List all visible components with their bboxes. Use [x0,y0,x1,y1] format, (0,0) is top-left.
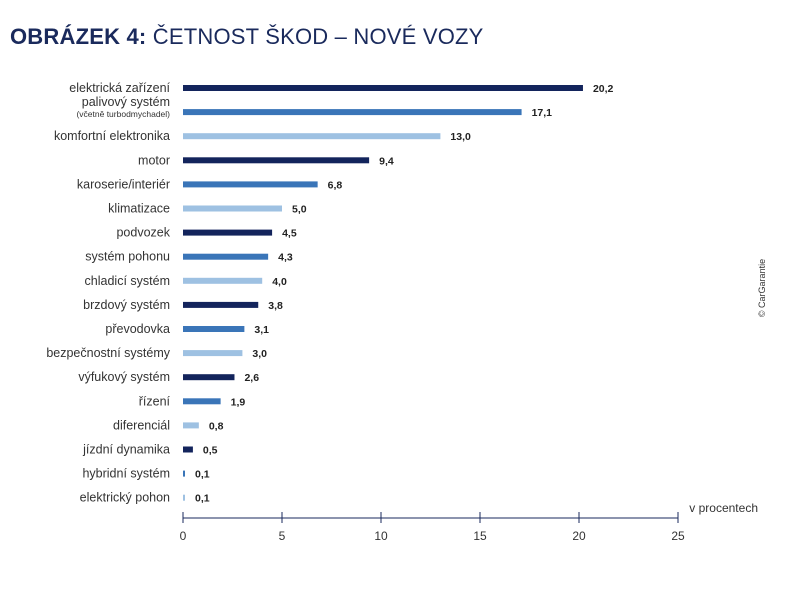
bar [183,446,193,453]
bar [183,326,245,332]
value-label: 0,8 [209,420,224,432]
category-label: motor [138,153,170,167]
x-tick-label: 0 [180,529,187,543]
category-label: chladicí systém [85,274,170,288]
bar [183,85,583,91]
value-label: 0,1 [195,469,210,481]
copyright-credit: © CarGarantie [757,258,767,318]
bar [183,398,221,405]
category-label: systém pohonu [85,250,170,264]
value-label: 17,1 [532,107,553,119]
category-label: jízdní dynamika [82,443,170,457]
value-label: 4,5 [282,228,297,240]
category-label: převodovka [105,322,170,336]
category-label: výfukový systém [78,370,170,384]
bar [183,422,199,429]
value-label: 13,0 [450,131,471,143]
x-tick-label: 10 [374,529,388,543]
value-label: 4,0 [272,276,287,288]
value-label: 3,8 [268,300,283,312]
category-label: elektrická zařízení [69,81,170,95]
chart-title: OBRÁZEK 4: ČETNOST ŠKOD – NOVÉ VOZY [10,24,484,50]
value-label: 6,8 [328,179,343,191]
category-label: brzdový systém [83,298,170,312]
category-label: řízení [139,394,171,408]
bar [183,181,318,188]
value-label: 0,1 [195,493,210,505]
bar [183,350,243,357]
bar [183,494,185,501]
value-label: 20,2 [593,83,614,95]
value-label: 9,4 [379,155,394,167]
value-label: 2,6 [244,372,259,384]
category-label: hybridní systém [82,467,170,481]
category-label: podvozek [116,226,170,240]
chart-title-prefix: OBRÁZEK 4: [10,24,147,49]
x-tick-label: 5 [279,529,286,543]
value-label: 5,0 [292,204,307,216]
value-label: 0,5 [203,445,218,457]
category-label: palivový systém [82,95,170,109]
category-sublabel: (včetně turbodmychadel) [76,109,170,119]
bar [183,109,522,116]
value-label: 3,0 [252,348,267,360]
bar [183,253,269,260]
bar [183,157,370,164]
category-label: diferenciál [113,418,170,432]
bar [183,133,441,140]
x-tick-label: 25 [671,529,685,543]
bar [183,205,282,212]
category-label: klimatizace [108,202,170,216]
x-tick-label: 20 [572,529,586,543]
value-label: 4,3 [278,252,293,264]
category-label: komfortní elektronika [54,129,170,143]
bar [183,277,263,284]
chart-title-text: ČETNOST ŠKOD – NOVÉ VOZY [152,24,484,49]
category-label: elektrický pohon [80,491,170,505]
x-axis-unit-label: v procentech [689,501,758,515]
bar [183,374,235,381]
category-label: bezpečnostní systémy [46,346,170,360]
bar [183,229,273,236]
bar [183,470,185,477]
value-label: 1,9 [231,396,246,408]
x-tick-label: 15 [473,529,487,543]
category-label: karoserie/interiér [77,177,170,191]
value-label: 3,1 [254,324,269,336]
bar [183,301,259,308]
